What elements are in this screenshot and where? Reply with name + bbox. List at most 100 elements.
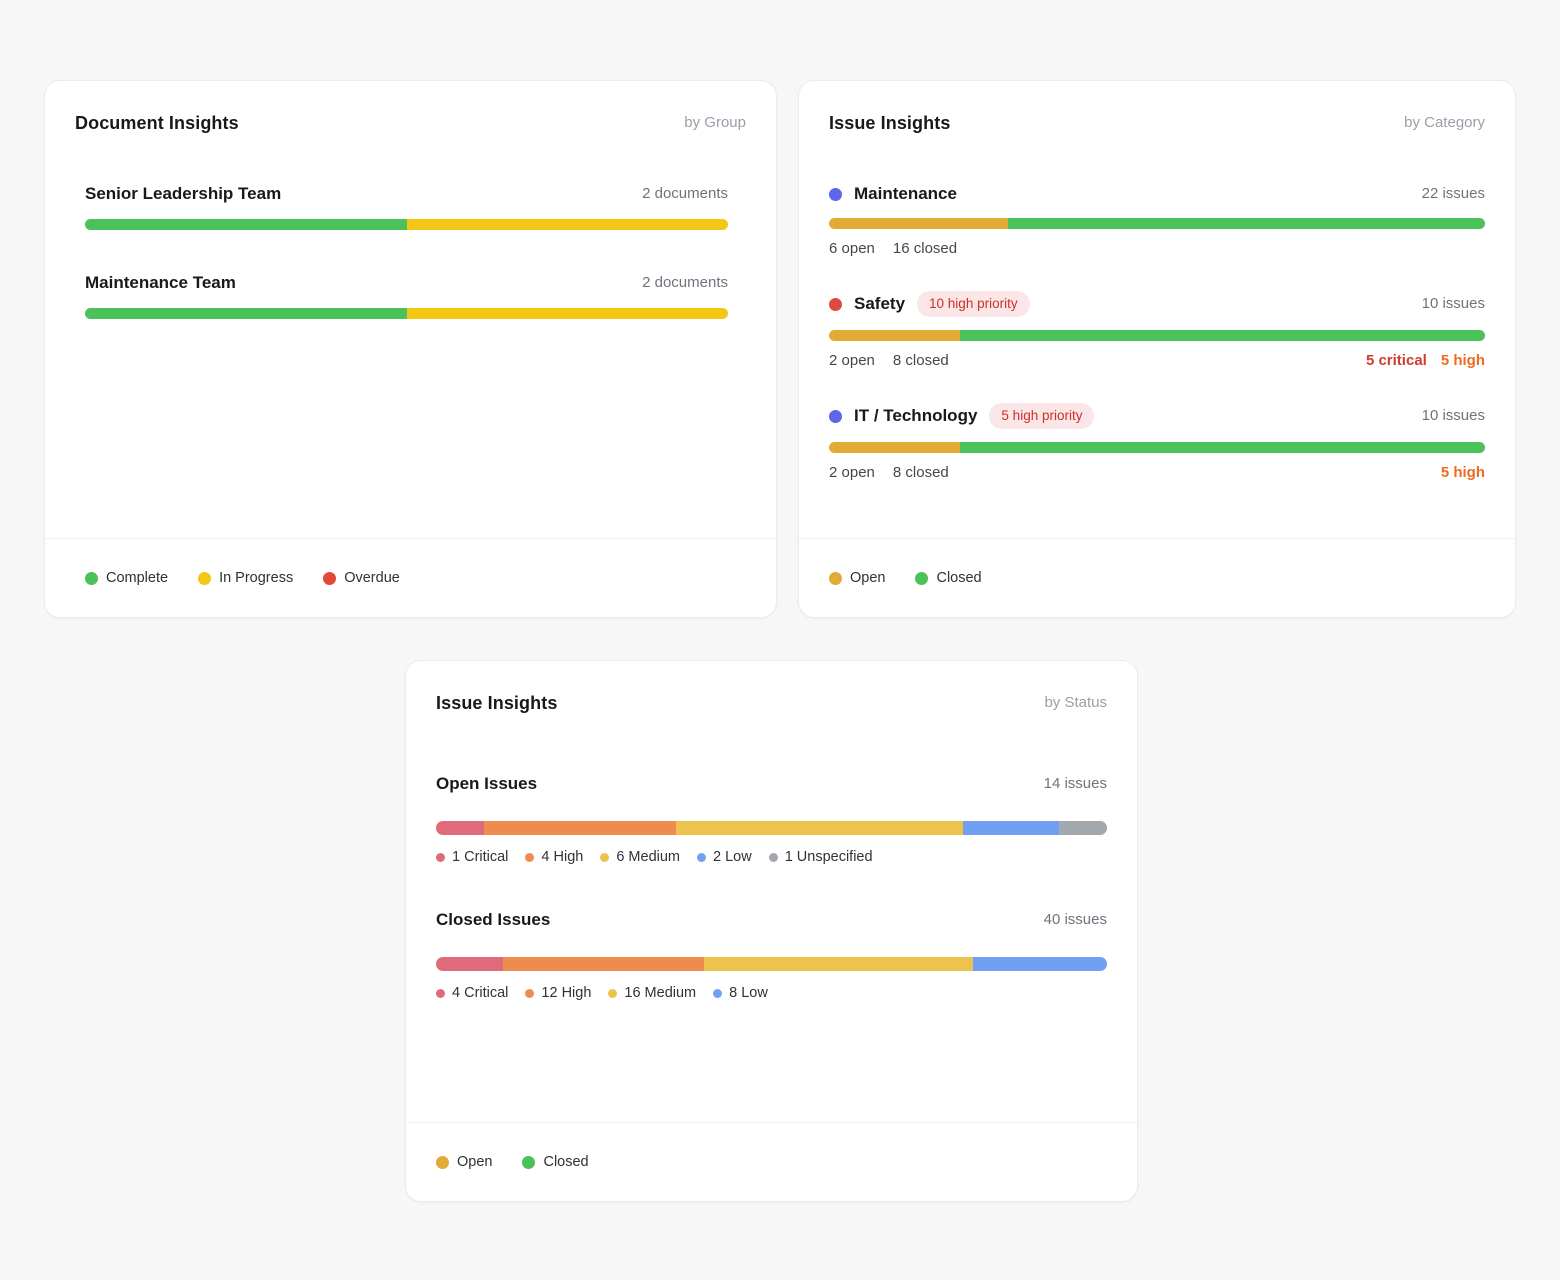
severity-legend-item-6-medium: 6 Medium: [600, 849, 680, 866]
legend-item-overdue: Overdue: [323, 570, 400, 586]
legend-label: Open: [457, 1154, 493, 1170]
legend-label: 12 High: [541, 985, 592, 1001]
legend-label: Overdue: [344, 570, 400, 586]
legend-label: Open: [850, 570, 886, 586]
category-name: IT / Technology: [854, 406, 978, 425]
issue-category-row: IT / Technology 5 high priority 10 issue…: [829, 403, 1485, 482]
severity-bar[interactable]: [436, 957, 1107, 971]
priority-badge: 10 high priority: [917, 291, 1030, 317]
issue-count: 22 issues: [1421, 185, 1485, 202]
issue-category-row: Maintenance 22 issues 6 open 16 closed: [829, 183, 1485, 258]
severity-legend-item-2-low: 2 Low: [697, 849, 752, 866]
legend-label: 6 Medium: [616, 849, 680, 865]
legend-label: 2 Low: [713, 849, 752, 865]
legend-label: In Progress: [219, 570, 294, 586]
open-closed-bar[interactable]: [829, 218, 1485, 229]
closed-segment[interactable]: [1008, 218, 1485, 229]
priority-annotation-5-high: 5 high: [1440, 464, 1485, 481]
severity-segment-1-critical[interactable]: [436, 821, 484, 835]
open-segment[interactable]: [829, 330, 961, 341]
severity-segment-16-medium[interactable]: [704, 957, 973, 971]
card-subtitle-by-category: by Category: [1404, 114, 1485, 131]
card-title: Document Insights: [75, 113, 239, 133]
severity-legend-item-4-critical: 4 Critical: [436, 985, 508, 1002]
legend-label: 4 High: [541, 849, 584, 865]
severity-legend-item-16-medium: 16 Medium: [608, 985, 696, 1002]
open-closed-bar[interactable]: [829, 442, 1485, 453]
severity-legend-item-1-critical: 1 Critical: [436, 849, 508, 866]
legend-dot: [198, 571, 212, 585]
legend-dot: [525, 853, 535, 862]
legend-dot: [915, 571, 929, 585]
legend-label: Complete: [106, 570, 169, 586]
severity-legend-item-4-high: 4 High: [525, 849, 583, 866]
severity-bar[interactable]: [436, 821, 1107, 835]
document-insights-card: Document Insights by Group Senior Leader…: [44, 80, 777, 618]
severity-segment-6-medium[interactable]: [675, 821, 964, 835]
closed-count: 8 closed: [892, 352, 949, 369]
document-progress-bar[interactable]: [85, 219, 728, 230]
issue-count: 14 issues: [1043, 775, 1107, 792]
document-progress-bar[interactable]: [85, 308, 728, 319]
issue-category-row: Safety 10 high priority 10 issues 2 open…: [829, 291, 1485, 370]
closed-count: 8 closed: [892, 464, 949, 481]
severity-segment-1-unspecified[interactable]: [1059, 821, 1107, 835]
priority-annotations: 5 high: [1441, 464, 1485, 482]
in-progress-segment[interactable]: [406, 308, 728, 319]
legend-dot: [436, 1155, 449, 1169]
legend-dot: [525, 989, 535, 998]
in-progress-segment[interactable]: [406, 219, 728, 230]
status-label: Closed Issues: [436, 910, 551, 929]
status-label: Open Issues: [436, 774, 538, 793]
open-segment[interactable]: [829, 442, 961, 453]
open-segment[interactable]: [829, 218, 1009, 229]
category-name: Safety: [854, 294, 906, 313]
status-section: Open Issues 14 issues 1 Critical 4 High …: [436, 773, 1107, 866]
severity-segment-12-high[interactable]: [503, 957, 705, 971]
legend-label: 8 Low: [729, 985, 768, 1001]
document-group-row: Maintenance Team 2 documents: [85, 272, 728, 319]
category-dot: [829, 187, 842, 201]
issue-count: 10 issues: [1421, 295, 1485, 312]
legend-item-open: Open: [436, 1154, 492, 1170]
legend-dot: [608, 989, 618, 998]
issue-insights-by-status-card: Issue Insights by Status Open Issues 14 …: [405, 660, 1138, 1202]
open-count: 2 open: [829, 464, 875, 481]
legend-dot: [829, 571, 842, 585]
document-count: 2 documents: [642, 185, 728, 202]
priority-annotations: 5 critical 5 high: [1366, 352, 1485, 370]
issue-insights-by-category-card: Issue Insights by Category Maintenance 2…: [798, 80, 1516, 618]
category-dot: [829, 409, 842, 423]
open-closed-legend: Open Closed: [799, 538, 1515, 617]
closed-segment[interactable]: [960, 330, 1485, 341]
severity-segment-8-low[interactable]: [972, 957, 1107, 971]
legend-dot: [323, 571, 337, 585]
severity-segment-2-low[interactable]: [963, 821, 1060, 835]
priority-badge: 5 high priority: [989, 403, 1095, 429]
closed-segment[interactable]: [960, 442, 1485, 453]
legend-label: 1 Critical: [452, 849, 509, 865]
document-count: 2 documents: [642, 274, 728, 291]
legend-dot: [768, 853, 778, 862]
severity-legend: 4 Critical 12 High 16 Medium 8 Low: [436, 985, 1107, 1002]
open-closed-bar[interactable]: [829, 330, 1485, 341]
issue-count: 40 issues: [1043, 911, 1107, 928]
legend-dot: [436, 989, 445, 998]
card-title: Issue Insights: [829, 113, 951, 133]
legend-dot: [713, 989, 723, 998]
severity-legend-item-8-low: 8 Low: [713, 985, 768, 1002]
priority-annotation-5-high: 5 high: [1440, 352, 1485, 369]
legend-item-closed: Closed: [522, 1154, 589, 1170]
severity-legend: 1 Critical 4 High 6 Medium 2 Low 1 Unspe…: [436, 849, 1107, 866]
open-count: 2 open: [829, 352, 875, 369]
category-dot: [829, 297, 842, 311]
severity-segment-4-critical[interactable]: [436, 957, 504, 971]
group-name: Maintenance Team: [85, 273, 236, 292]
complete-segment[interactable]: [85, 308, 407, 319]
category-name: Maintenance: [854, 184, 957, 203]
legend-item-closed: Closed: [915, 570, 982, 586]
complete-segment[interactable]: [85, 219, 407, 230]
open-closed-legend: Open Closed: [406, 1122, 1137, 1201]
priority-annotation-5-critical: 5 critical: [1365, 352, 1427, 369]
severity-segment-4-high[interactable]: [483, 821, 676, 835]
